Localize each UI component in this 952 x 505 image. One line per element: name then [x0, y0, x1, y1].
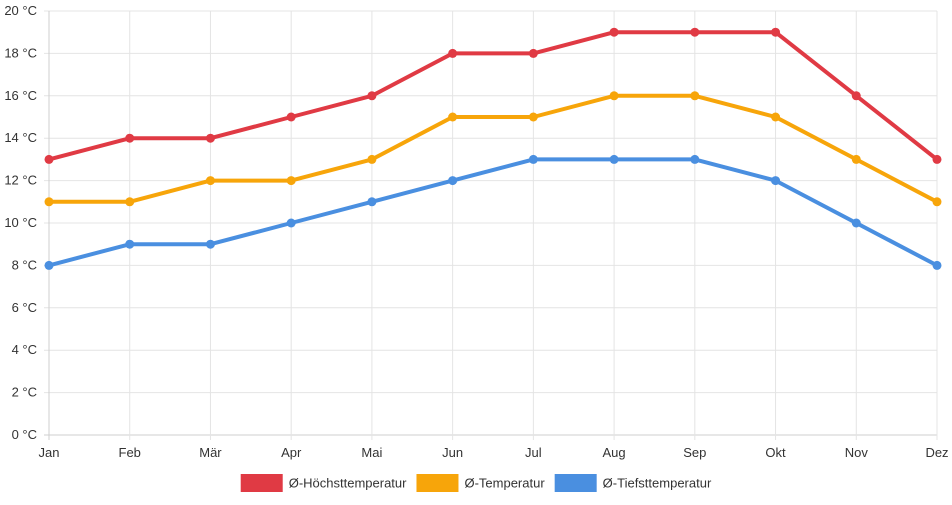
legend-item-0[interactable]: Ø-Höchsttemperatur: [240, 474, 407, 492]
x-tick-label: Apr: [281, 445, 302, 460]
data-point[interactable]: [286, 176, 296, 186]
data-point[interactable]: [690, 91, 700, 101]
data-point[interactable]: [609, 154, 619, 164]
y-tick-label: 20 °C: [4, 3, 37, 18]
data-point[interactable]: [286, 112, 296, 122]
y-tick-label: 4 °C: [12, 342, 37, 357]
series-line: [47, 30, 939, 162]
x-axis: Jan Feb Mär Apr Mai Jun Jul Aug Sep Okt Nov Dez: [39, 445, 949, 460]
data-point[interactable]: [851, 154, 861, 164]
data-point[interactable]: [932, 154, 942, 164]
series-2: [44, 154, 942, 270]
data-point[interactable]: [771, 176, 781, 186]
data-point[interactable]: [125, 197, 135, 207]
legend-label: Ø-Temperatur: [464, 476, 545, 491]
data-point[interactable]: [609, 91, 619, 101]
x-tick-label: Aug: [603, 445, 626, 460]
legend-label: Ø-Höchsttemperatur: [289, 476, 407, 491]
data-point[interactable]: [125, 133, 135, 143]
data-point[interactable]: [205, 176, 215, 186]
data-point[interactable]: [367, 154, 377, 164]
series-0: [44, 27, 942, 164]
x-tick-label: Sep: [683, 445, 706, 460]
y-tick-label: 12 °C: [4, 173, 37, 188]
data-point[interactable]: [44, 197, 54, 207]
legend-item-2[interactable]: Ø-Tiefsttemperatur: [554, 474, 712, 492]
legend-swatch: [554, 474, 597, 492]
data-point[interactable]: [205, 239, 215, 249]
legend-swatch: [240, 474, 283, 492]
x-tick-label: Jul: [525, 445, 542, 460]
x-tick-label: Dez: [925, 445, 948, 460]
legend-item-1[interactable]: Ø-Temperatur: [416, 474, 545, 492]
x-tick-label: Jan: [39, 445, 60, 460]
y-tick-label: 14 °C: [4, 130, 37, 145]
x-tick-label: Mai: [361, 445, 382, 460]
series-line: [47, 93, 939, 204]
data-point[interactable]: [528, 112, 538, 122]
data-point[interactable]: [448, 112, 458, 122]
y-axis: 0 °C 2 °C 4 °C 6 °C 8 °C 10 °C 12 °C 14 °C 16 °C…: [4, 3, 37, 442]
series-layer: [44, 27, 942, 270]
data-point[interactable]: [851, 91, 861, 101]
x-tick-label: Jun: [442, 445, 463, 460]
data-point[interactable]: [44, 260, 54, 270]
y-tick-label: 18 °C: [4, 45, 37, 60]
x-tick-label: Okt: [765, 445, 786, 460]
data-point[interactable]: [44, 154, 54, 164]
series-1: [44, 91, 942, 207]
x-tick-label: Mär: [199, 445, 222, 460]
y-tick-label: 16 °C: [4, 88, 37, 103]
data-point[interactable]: [690, 27, 700, 37]
x-tick-label: Nov: [845, 445, 869, 460]
data-point[interactable]: [932, 260, 942, 270]
data-point[interactable]: [448, 176, 458, 186]
x-tick-label: Feb: [119, 445, 141, 460]
data-point[interactable]: [367, 91, 377, 101]
data-point[interactable]: [286, 218, 296, 228]
data-point[interactable]: [690, 154, 700, 164]
y-tick-label: 2 °C: [12, 385, 37, 400]
data-point[interactable]: [932, 197, 942, 207]
grid-layer: [44, 10, 938, 440]
legend-label: Ø-Tiefsttemperatur: [603, 476, 712, 491]
series-line: [47, 157, 939, 268]
data-point[interactable]: [528, 48, 538, 58]
data-point[interactable]: [609, 27, 619, 37]
data-point[interactable]: [367, 197, 377, 207]
y-tick-label: 0 °C: [12, 427, 37, 442]
data-point[interactable]: [771, 27, 781, 37]
y-tick-label: 8 °C: [12, 257, 37, 272]
data-point[interactable]: [205, 133, 215, 143]
data-point[interactable]: [448, 48, 458, 58]
y-tick-label: 6 °C: [12, 300, 37, 315]
data-point[interactable]: [851, 218, 861, 228]
legend[interactable]: Ø-Höchsttemperatur Ø-Temperatur Ø-Tiefstte…: [240, 474, 712, 492]
legend-swatch: [416, 474, 459, 492]
data-point[interactable]: [528, 154, 538, 164]
data-point[interactable]: [125, 239, 135, 249]
data-point[interactable]: [771, 112, 781, 122]
y-tick-label: 10 °C: [4, 215, 37, 230]
